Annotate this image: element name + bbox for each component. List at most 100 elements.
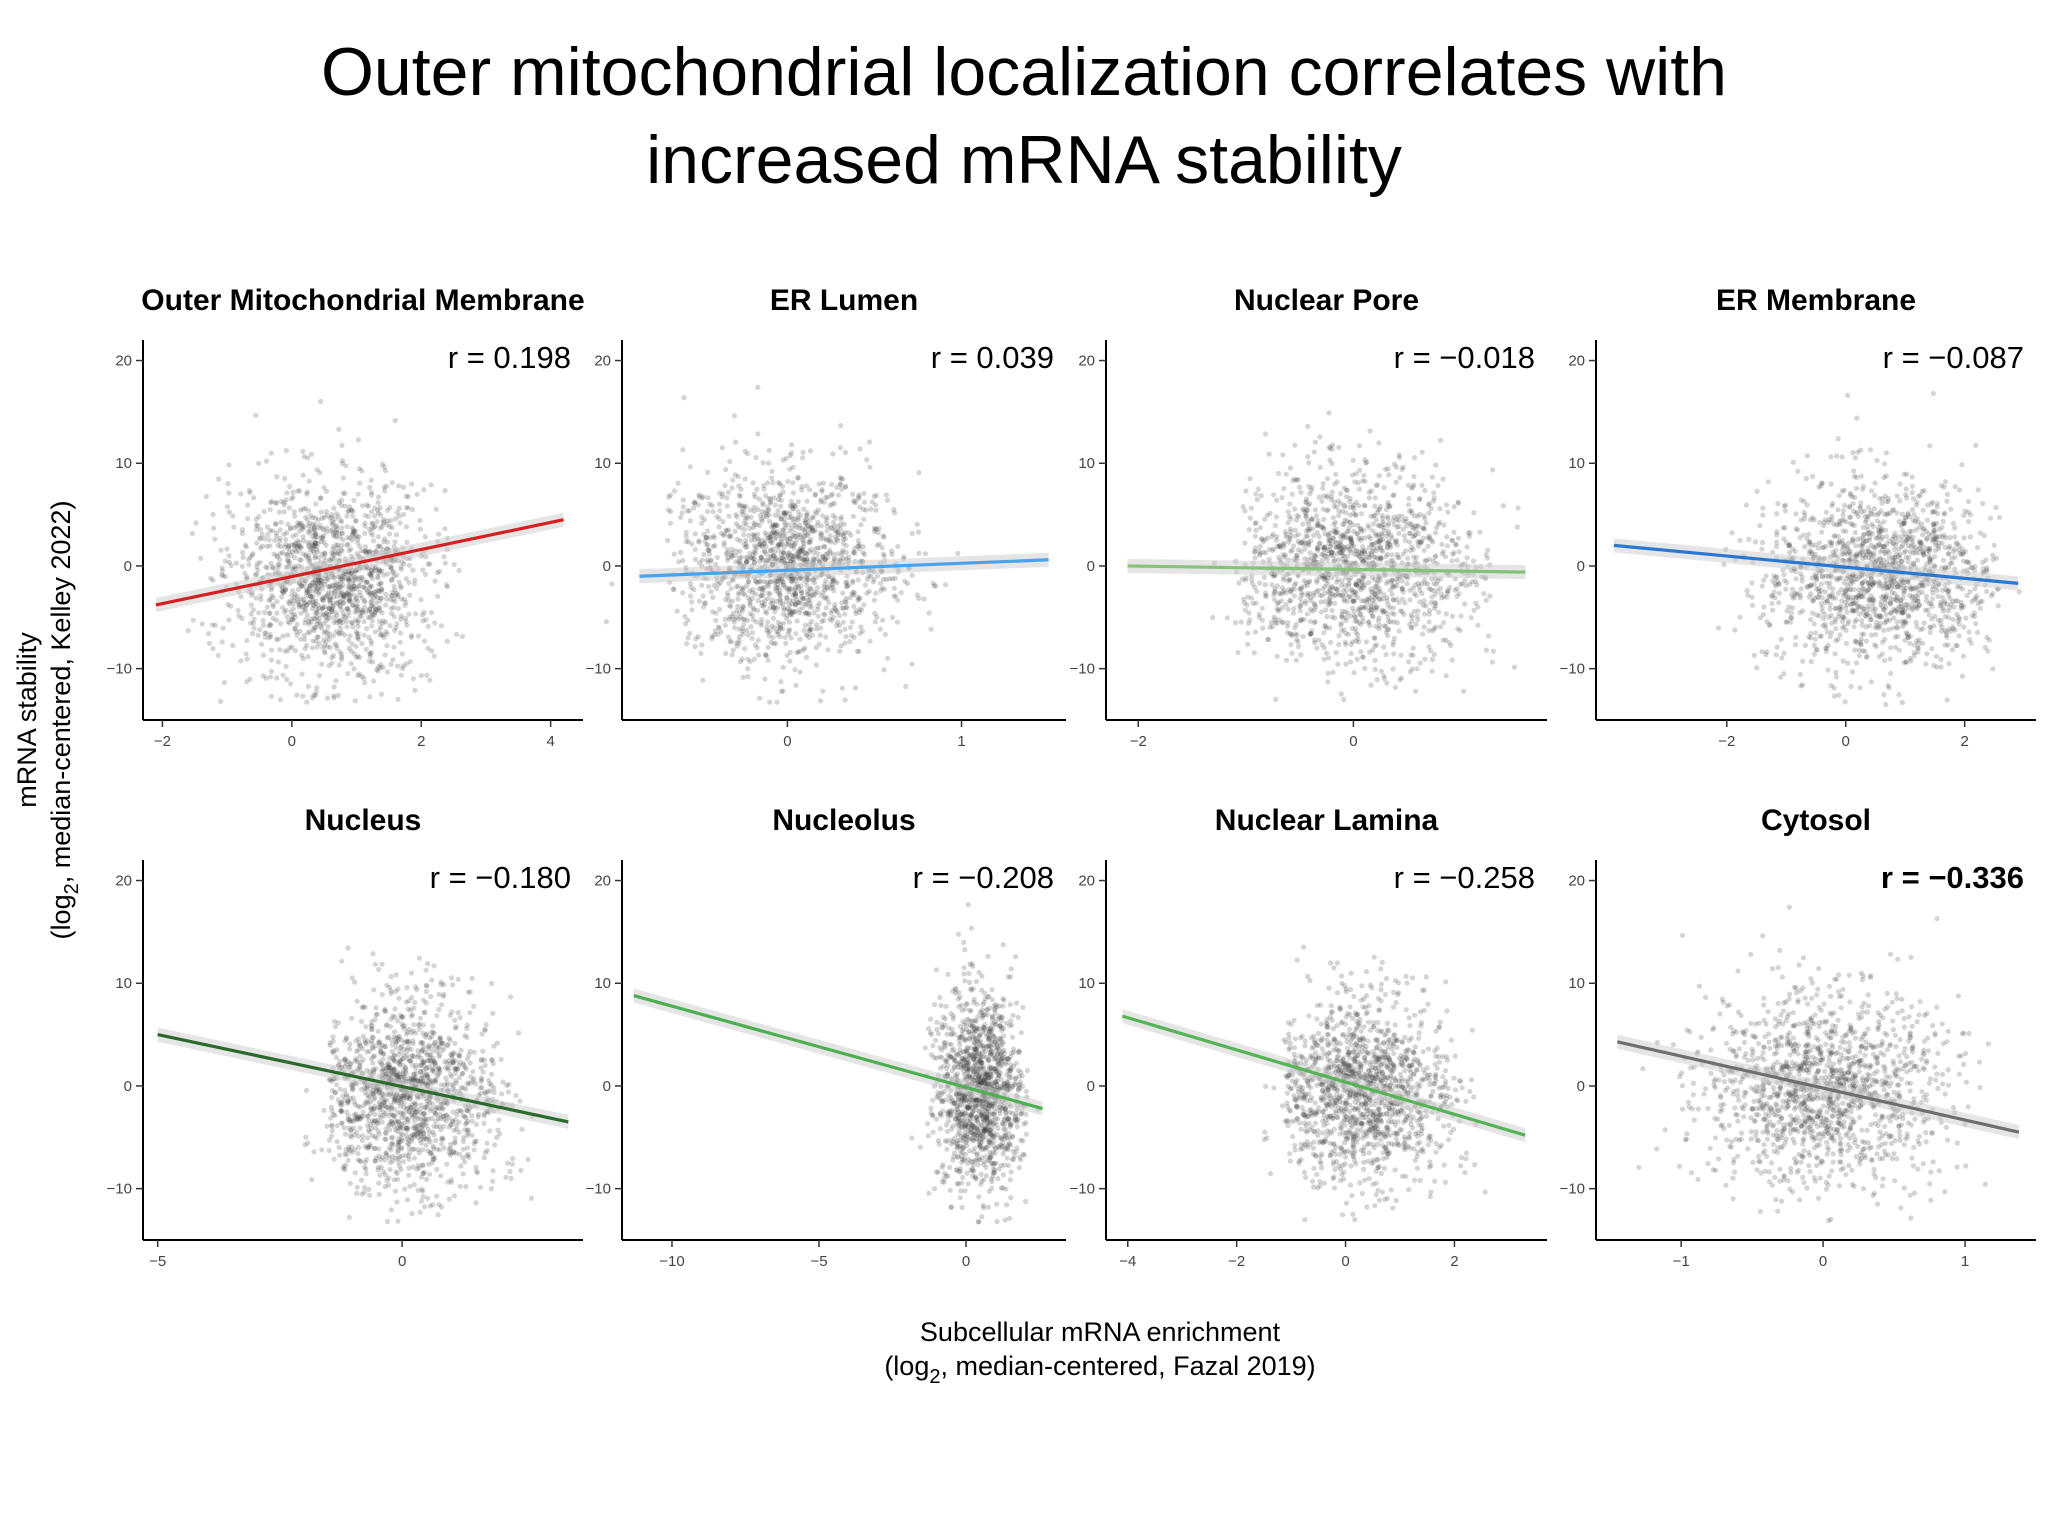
- scatter-point: [1320, 485, 1326, 491]
- scatter-point: [1266, 451, 1272, 457]
- scatter-point: [1329, 489, 1335, 495]
- scatter-point: [378, 691, 385, 697]
- scatter-point: [409, 632, 415, 639]
- scatter-point: [1335, 591, 1341, 597]
- scatter-point: [350, 602, 356, 608]
- scatter-point: [765, 619, 771, 625]
- scatter-point: [795, 474, 801, 481]
- scatter-point: [368, 638, 374, 644]
- scatter-point: [421, 638, 428, 644]
- scatter-point: [700, 494, 706, 500]
- scatter-point: [1352, 479, 1358, 485]
- scatter-point: [1336, 633, 1342, 639]
- scatter-point: [700, 593, 706, 599]
- scatter-point: [230, 513, 236, 519]
- scatter-point: [319, 551, 325, 557]
- scatter-point: [1285, 606, 1291, 612]
- scatter-point: [280, 589, 286, 595]
- scatter-point: [369, 611, 375, 617]
- scatter-point: [347, 595, 353, 602]
- scatter-point: [399, 559, 405, 565]
- scatter-point: [1283, 531, 1289, 538]
- scatter-point: [454, 631, 460, 637]
- scatter-point: [1246, 527, 1252, 533]
- x-tick-label: 1: [957, 733, 965, 750]
- scatter-point: [789, 610, 795, 616]
- scatter-point: [359, 595, 365, 601]
- x-tick-label: 0: [288, 733, 296, 750]
- scatter-point: [388, 597, 394, 603]
- scatter-point: [332, 590, 338, 596]
- scatter-point: [748, 624, 754, 630]
- scatter-point: [1285, 620, 1291, 626]
- scatter-point: [369, 570, 375, 576]
- scatter-point: [759, 589, 765, 595]
- scatter-point: [799, 547, 806, 554]
- scatter-point: [814, 522, 820, 529]
- scatter-point: [369, 618, 375, 624]
- scatter-point: [368, 599, 374, 606]
- scatter-point: [1366, 579, 1372, 586]
- scatter-point: [1894, 493, 1900, 499]
- scatter-point: [376, 494, 382, 500]
- scatter-point: [1398, 652, 1404, 658]
- scatter-point: [298, 596, 304, 602]
- scatter-point: [304, 588, 310, 594]
- scatter-point: [289, 542, 295, 548]
- scatter-point: [288, 552, 294, 559]
- scatter-point: [310, 598, 316, 604]
- scatter-point: [325, 634, 331, 640]
- scatter-point: [451, 561, 457, 568]
- scatter-point: [346, 576, 352, 582]
- scatter-point: [341, 592, 347, 598]
- scatter-point: [838, 516, 844, 522]
- scatter-point: [351, 529, 357, 535]
- scatter-point: [751, 607, 757, 613]
- scatter-point: [312, 515, 319, 521]
- scatter-point: [286, 620, 293, 626]
- scatter-point: [327, 515, 333, 521]
- scatter-point: [1361, 527, 1367, 533]
- scatter-point: [1324, 476, 1331, 482]
- scatter-point: [732, 528, 738, 535]
- scatter-point: [304, 612, 310, 618]
- scatter-point: [340, 600, 346, 606]
- scatter-point: [292, 591, 298, 597]
- scatter-point: [310, 593, 316, 599]
- scatter-point: [845, 583, 852, 589]
- scatter-point: [811, 589, 817, 595]
- scatter-point: [302, 599, 308, 605]
- scatter-point: [312, 540, 319, 546]
- scatter-point: [1816, 613, 1822, 619]
- scatter-point: [331, 552, 337, 558]
- scatter-point: [353, 603, 359, 609]
- scatter-point: [301, 581, 307, 587]
- scatter-point: [421, 487, 427, 493]
- scatter-point: [268, 587, 274, 593]
- scatter-point: [403, 505, 409, 511]
- scatter-point: [274, 617, 280, 623]
- scatter-point: [1330, 669, 1336, 675]
- scatter-point: [291, 563, 297, 570]
- scatter-point: [684, 641, 690, 647]
- scatter-point: [1410, 645, 1416, 651]
- scatter-point: [362, 520, 368, 526]
- scatter-point: [355, 672, 361, 679]
- scatter-point: [354, 619, 361, 626]
- scatter-point: [220, 625, 226, 631]
- scatter-point: [765, 644, 771, 651]
- scatter-point: [827, 616, 833, 622]
- scatter-point: [774, 699, 780, 705]
- scatter-point: [407, 592, 413, 598]
- scatter-point: [1966, 518, 1972, 525]
- scatter-point: [1260, 625, 1266, 631]
- scatter-point: [350, 577, 356, 583]
- scatter-point: [376, 605, 382, 611]
- scatter-point: [799, 483, 805, 490]
- scatter-point: [922, 551, 929, 557]
- scatter-point: [861, 516, 867, 522]
- scatter-point: [377, 627, 383, 633]
- scatter-point: [1411, 591, 1417, 597]
- scatter-point: [682, 621, 689, 627]
- scatter-point: [343, 571, 349, 577]
